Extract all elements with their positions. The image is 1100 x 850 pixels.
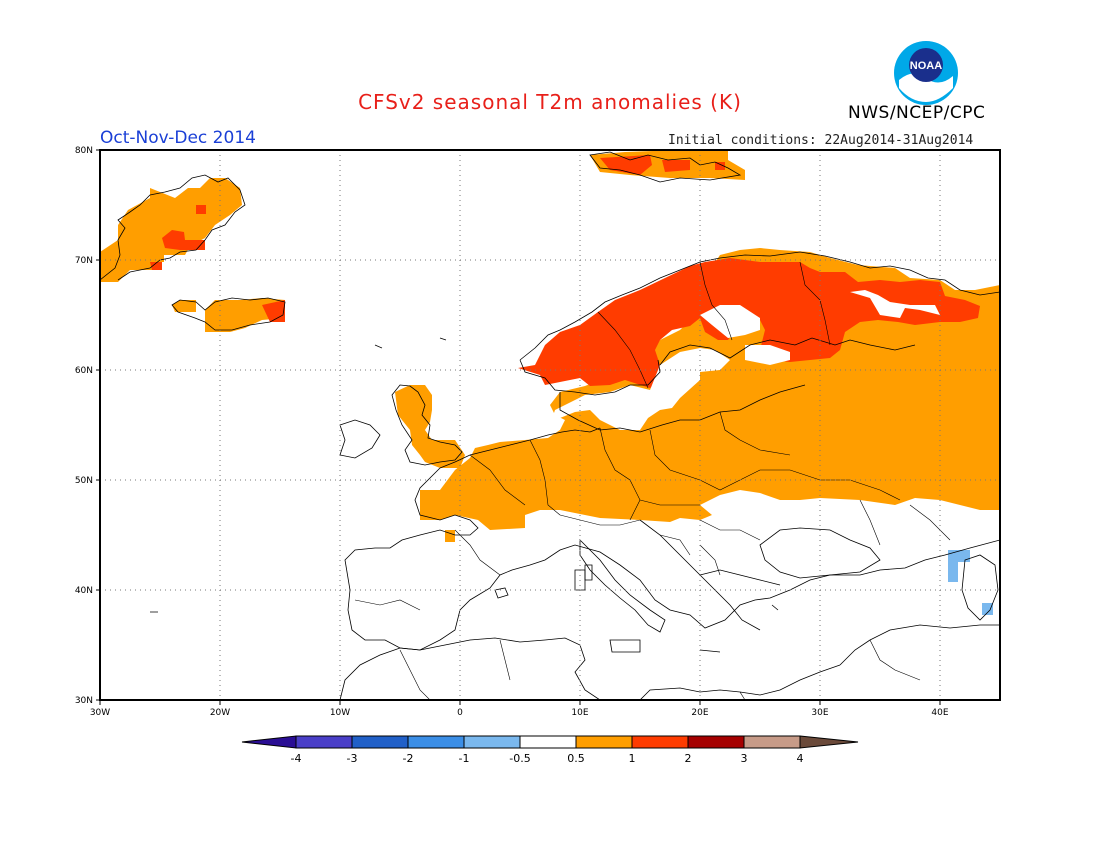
- coast-scandinavia: [519, 251, 1000, 433]
- colorbar-box: [631, 735, 689, 749]
- lat-tick-label: 60N: [75, 366, 93, 376]
- coastlines: [100, 151, 1000, 700]
- lon-tick-label: 10E: [571, 708, 588, 718]
- coast-svalbard: [589, 151, 742, 183]
- shade-north-gap: [745, 345, 790, 365]
- lat-tick-label: 40N: [75, 586, 93, 596]
- colorbar-tick-label: -3: [347, 752, 358, 765]
- colorbar-box: [295, 735, 353, 749]
- lon-tick-label: 20E: [691, 708, 708, 718]
- colorbar-box: [687, 735, 745, 749]
- lon-tick-label: 20W: [210, 708, 230, 718]
- colorbar-tick-label: 3: [741, 752, 748, 765]
- colorbar-box: [351, 735, 409, 749]
- lon-tick-label: 40E: [931, 708, 948, 718]
- coast-balkans: [639, 519, 781, 631]
- coast-blacksea: [759, 527, 881, 579]
- colorbar-box: [575, 735, 633, 749]
- lon-tick-label: 30W: [90, 708, 110, 718]
- colorbar-box: [407, 735, 465, 749]
- colorbar: -4 -3 -2 -1 -0.5 0.5 1 2 3 4: [241, 735, 859, 765]
- colorbar-tick-label: 0.5: [567, 752, 585, 765]
- lat-tick-label: 70N: [75, 256, 93, 266]
- coast-greenland: [100, 174, 246, 281]
- initial-conditions: Initial conditions: 22Aug2014-31Aug2014: [668, 133, 974, 148]
- chart-title: CFSv2 seasonal T2m anomalies (K): [358, 90, 742, 114]
- colorbar-box: [463, 735, 521, 749]
- colorbar-tick-label: 4: [797, 752, 804, 765]
- shade-france-warm: [445, 530, 455, 542]
- coast-italy: [574, 539, 666, 653]
- colorbar-tick-label: -0.5: [509, 752, 530, 765]
- gridlines: [100, 150, 1000, 700]
- anomaly-shading: [100, 150, 1000, 615]
- map-frame: [99, 149, 1001, 701]
- shade-caucasus-cool: [948, 550, 993, 615]
- agency-label: NWS/NCEP/CPC: [848, 103, 986, 123]
- noaa-logo-text: NOAA: [910, 60, 942, 72]
- coast-caspian: [961, 554, 999, 621]
- noaa-logo: NOAA: [894, 41, 958, 105]
- coast-islands: [150, 337, 779, 653]
- country-borders: [354, 261, 951, 700]
- forecast-period: Oct-Nov-Dec 2014: [100, 128, 256, 148]
- shade-greenland-strong: [150, 205, 206, 270]
- lat-axis: 80N 70N 60N 50N 40N 30N: [75, 146, 100, 706]
- lon-tick-label: 10W: [330, 708, 350, 718]
- colorbar-tick-label: -4: [291, 752, 302, 765]
- shade-iceland-strong: [262, 300, 285, 322]
- coast-africa: [339, 624, 1000, 700]
- shade-greenland-warm: [100, 178, 242, 282]
- lat-tick-label: 50N: [75, 476, 93, 486]
- lon-tick-label: 0: [457, 708, 463, 718]
- colorbar-box: [519, 735, 577, 749]
- lon-tick-label: 30E: [811, 708, 828, 718]
- shade-finland-gap: [700, 290, 940, 338]
- colorbar-box: [743, 735, 801, 749]
- shade-britain-warm: [395, 385, 465, 468]
- shade-baltic-gap: [550, 348, 730, 430]
- coast-britain: [339, 384, 463, 466]
- colorbar-tick-label: 2: [685, 752, 692, 765]
- colorbar-tick-label: -2: [403, 752, 414, 765]
- lon-axis: 30W 20W 10W 0 10E 20E 30E 40E: [90, 700, 949, 718]
- lat-tick-label: 80N: [75, 146, 93, 156]
- colorbar-tick-label: 1: [629, 752, 636, 765]
- colorbar-tick-label: -1: [459, 752, 470, 765]
- coast-iceland: [171, 297, 286, 331]
- lat-tick-label: 30N: [75, 696, 93, 706]
- colorbar-high-arrow: [799, 735, 859, 749]
- shade-iceland-warm: [172, 298, 285, 332]
- colorbar-low-arrow: [241, 735, 297, 749]
